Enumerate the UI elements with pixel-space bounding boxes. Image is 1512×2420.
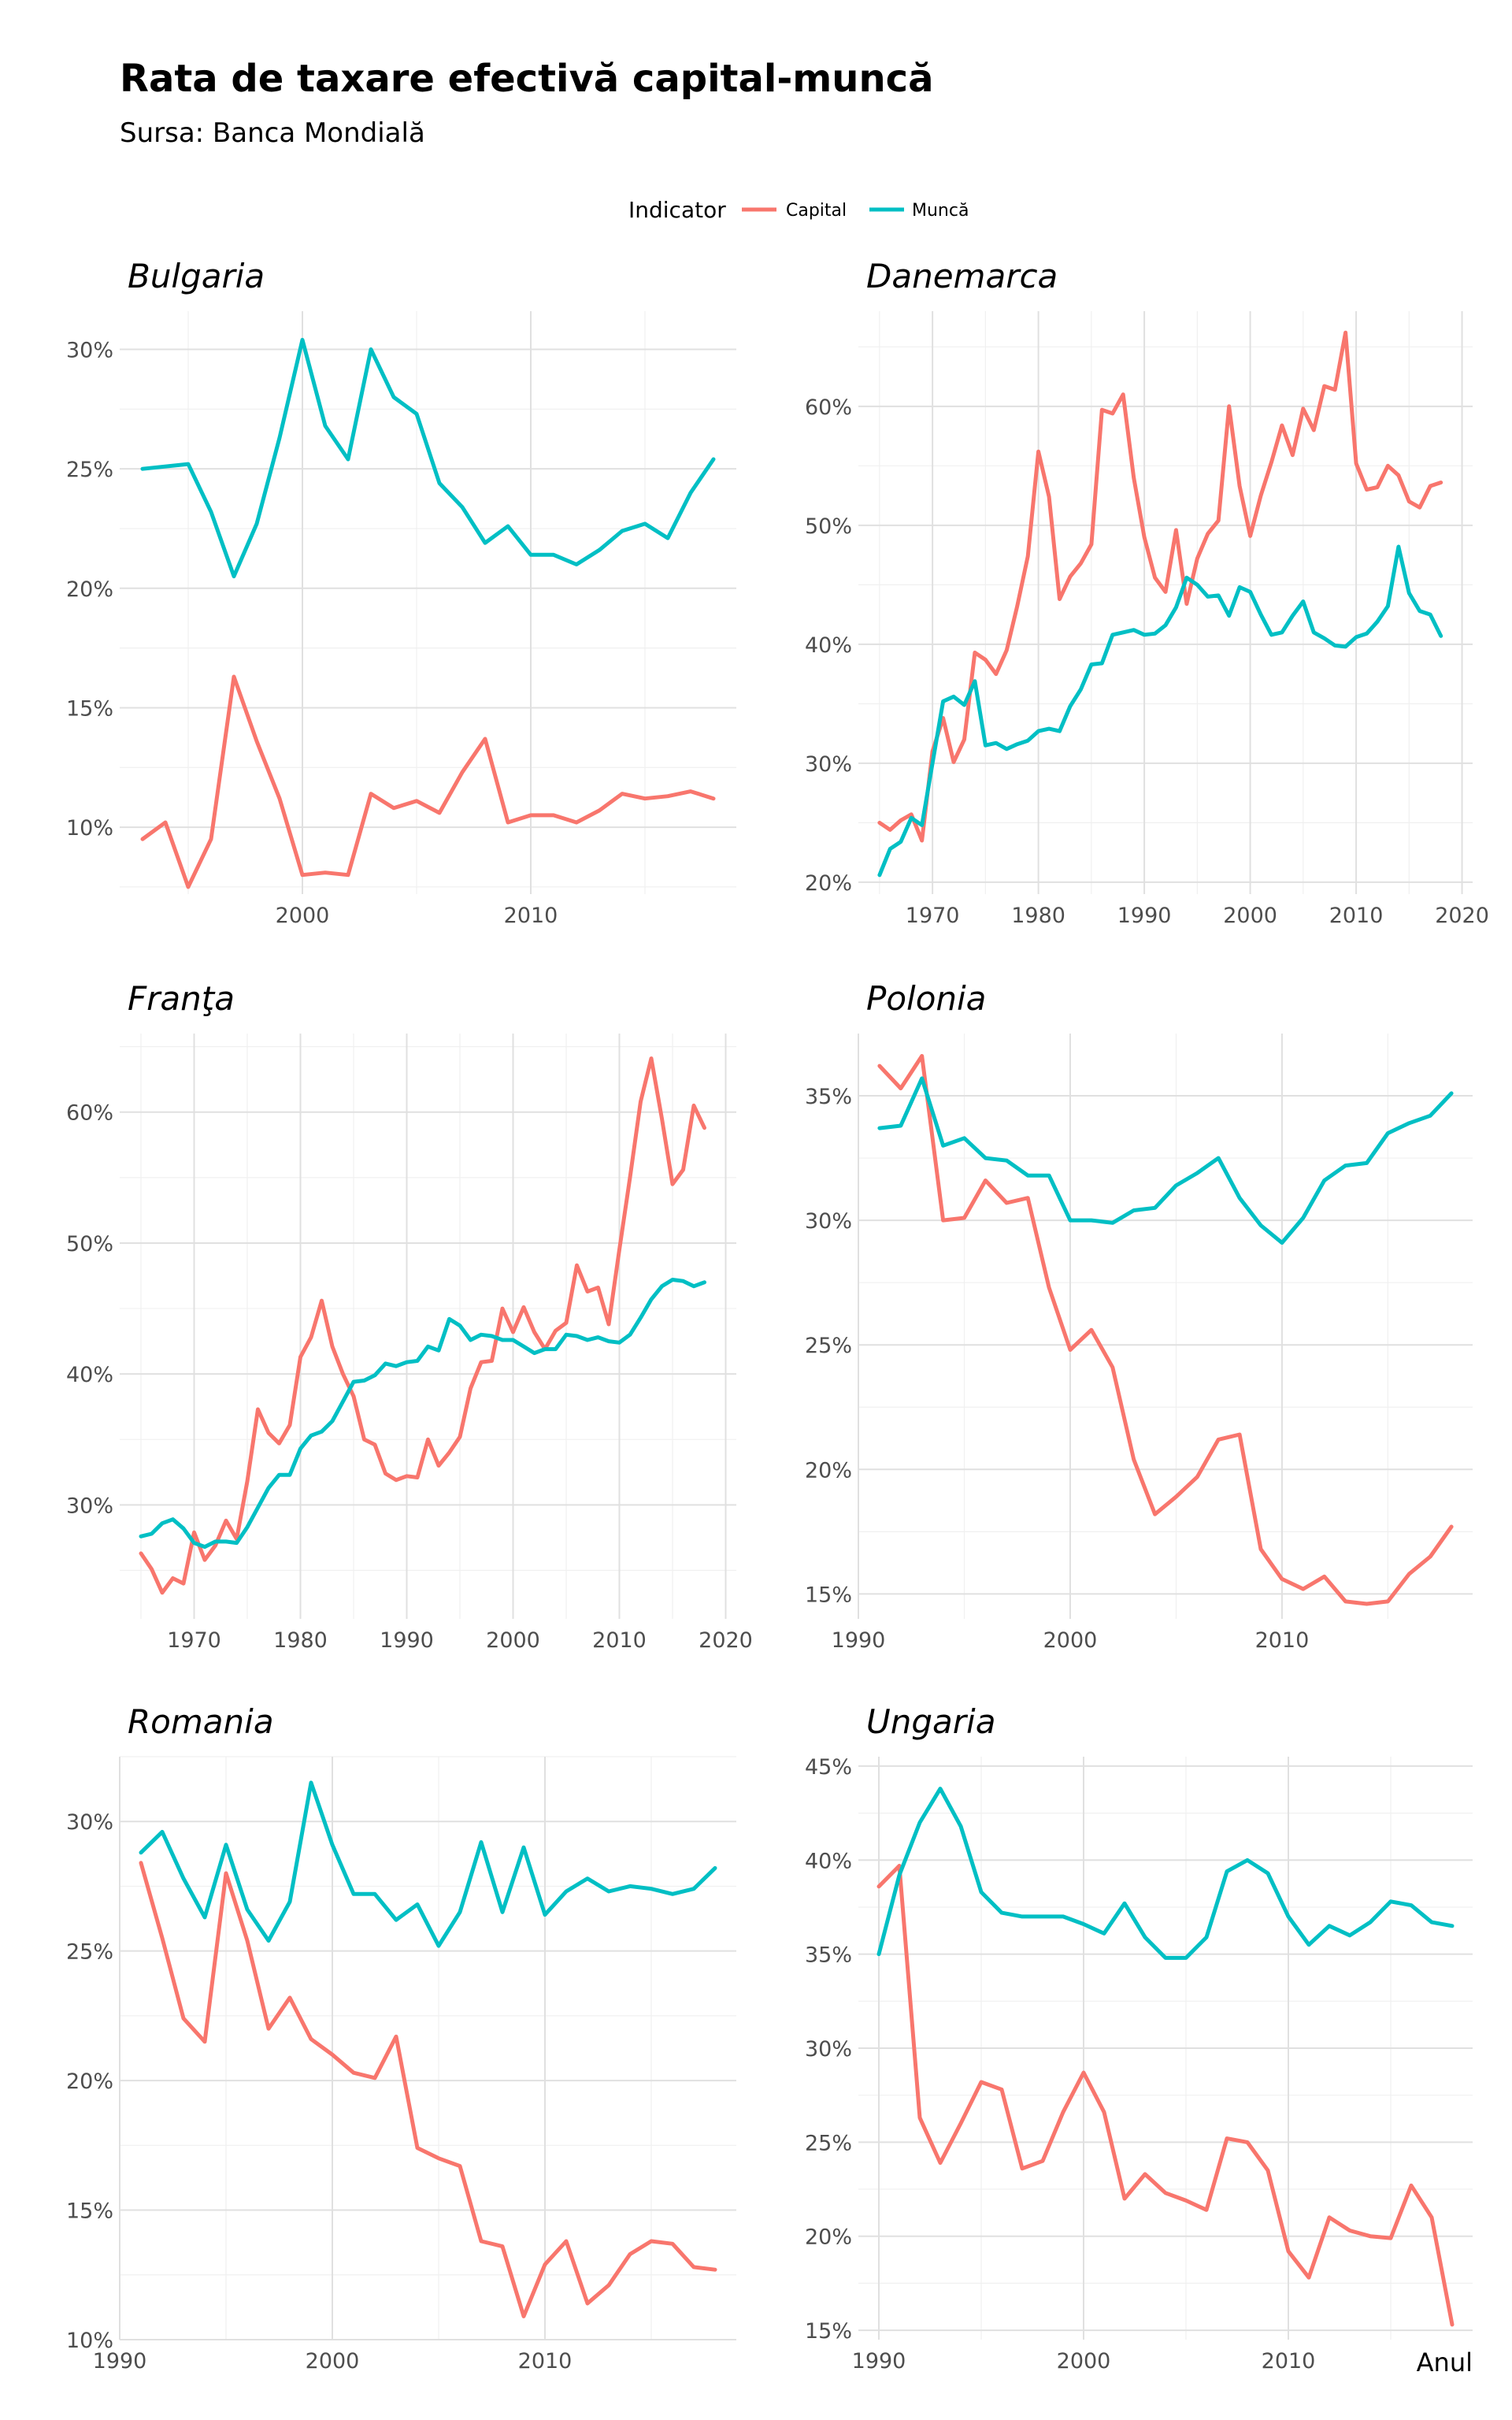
facet-title: Bulgaria: [128, 257, 265, 295]
series-line-munca: [877, 544, 1443, 878]
y-tick-label: 20%: [66, 577, 113, 602]
y-tick-label: 25%: [805, 2131, 852, 2155]
legend: Indicator Capital Muncă: [628, 197, 969, 223]
y-tick-label: 30%: [66, 1494, 113, 1518]
y-tick-label: 15%: [805, 2319, 852, 2344]
facet-polonia: Polonia 1990 2000 2010 15% 20% 25% 30% 35%: [805, 979, 1473, 1653]
x-tick-label: 2000: [1223, 904, 1277, 928]
x-tick-label: 2020: [1435, 904, 1489, 928]
x-tick-label: 2000: [276, 904, 330, 928]
facet-title: Romania: [128, 1702, 274, 1741]
y-tick-label: 30%: [805, 2037, 852, 2062]
y-tick-label: 30%: [66, 1810, 113, 1835]
x-tick-label: 1990: [1117, 904, 1172, 928]
x-tick-label: 1980: [273, 1628, 328, 1653]
x-tick-label: 2000: [1043, 1628, 1098, 1653]
x-tick-label: 1990: [380, 1628, 434, 1653]
series-line-munca: [876, 1787, 1455, 1960]
series-line-capital: [139, 1861, 717, 2318]
y-tick-label: 40%: [805, 633, 852, 658]
series-line-munca: [877, 1076, 1454, 1245]
y-tick-label: 10%: [66, 2329, 113, 2353]
y-tick-label: 25%: [66, 1940, 113, 1965]
y-tick-label: 50%: [805, 514, 852, 539]
y-tick-label: 35%: [805, 1943, 852, 1968]
chart-title: Rata de taxare efectivă capital-muncă: [120, 57, 933, 101]
y-tick-label: 60%: [66, 1101, 113, 1126]
series-line-capital: [139, 1056, 706, 1595]
y-tick-label: 25%: [805, 1334, 852, 1358]
y-tick-label: 30%: [66, 339, 113, 363]
y-tick-label: 15%: [66, 696, 113, 721]
x-tick-label: 1980: [1011, 904, 1065, 928]
legend-label-capital: Capital: [786, 201, 847, 221]
y-tick-label: 20%: [805, 2225, 852, 2250]
y-tick-label: 20%: [805, 1458, 852, 1483]
x-tick-label: 1990: [852, 2349, 906, 2374]
x-tick-label: 2010: [1262, 2349, 1316, 2374]
series-line-capital: [877, 330, 1443, 843]
series-line-capital: [140, 674, 716, 889]
facet-romania: Romania 1990 2000 2010 10% 15% 20% 25% 30%: [66, 1702, 736, 2374]
legend-label-munca: Muncă: [912, 201, 969, 221]
y-tick-label: 30%: [805, 1209, 852, 1234]
y-tick-label: 15%: [805, 1583, 852, 1607]
x-tick-label: 2000: [486, 1628, 540, 1653]
x-tick-label: 2010: [504, 904, 558, 928]
y-tick-label: 10%: [66, 816, 113, 841]
series-line-capital: [876, 1864, 1455, 2327]
y-tick-label: 60%: [805, 395, 852, 420]
facet-title: Danemarca: [866, 257, 1058, 295]
facet-franţa: Franţa 1970 1980 1990 2000 2010 2020 30% 40% 50% 6…: [66, 979, 753, 1653]
y-tick-label: 20%: [66, 2069, 113, 2094]
y-tick-label: 45%: [805, 1755, 852, 1780]
facet-title: Polonia: [866, 979, 986, 1018]
x-tick-label: 2010: [1255, 1628, 1310, 1653]
facet-title: Ungaria: [866, 1702, 995, 1741]
series-line-munca: [139, 1780, 717, 1948]
facet-title: Franţa: [128, 979, 235, 1018]
x-tick-label: 1990: [832, 1628, 886, 1653]
x-tick-label: 2020: [699, 1628, 753, 1653]
y-tick-label: 30%: [805, 752, 852, 777]
x-tick-label: 2000: [306, 2349, 360, 2374]
x-tick-label: 2010: [1329, 904, 1384, 928]
x-tick-label: 1970: [167, 1628, 221, 1653]
y-tick-label: 35%: [805, 1085, 852, 1109]
y-tick-label: 25%: [66, 458, 113, 482]
series-line-capital: [877, 1054, 1454, 1606]
x-tick-label: 2000: [1057, 2349, 1111, 2374]
x-tick-label: 2010: [592, 1628, 647, 1653]
y-tick-label: 15%: [66, 2199, 113, 2224]
x-axis-label: Anul: [1417, 2348, 1473, 2377]
legend-title: Indicator: [628, 197, 726, 223]
y-tick-label: 40%: [66, 1363, 113, 1387]
facet-ungaria: Ungaria 1990 2000 2010 15% 20% 25% 30% 35% 40% 45%: [805, 1702, 1473, 2374]
series-line-munca: [140, 337, 716, 579]
x-tick-label: 2010: [518, 2349, 573, 2374]
x-tick-label: 1970: [906, 904, 960, 928]
facet-danemarca: Danemarca 1970 1980 1990 2000 2010 2020 20% 30% 4…: [805, 257, 1489, 928]
x-tick-label: 1990: [93, 2349, 147, 2374]
y-tick-label: 50%: [66, 1232, 113, 1256]
y-tick-label: 20%: [805, 871, 852, 896]
y-tick-label: 40%: [805, 1849, 852, 1873]
series-line-munca: [139, 1278, 706, 1550]
facet-bulgaria: Bulgaria 2000 2010 10% 15% 20% 25% 30%: [66, 257, 736, 928]
chart-subtitle: Sursa: Banca Mondială: [120, 117, 425, 149]
